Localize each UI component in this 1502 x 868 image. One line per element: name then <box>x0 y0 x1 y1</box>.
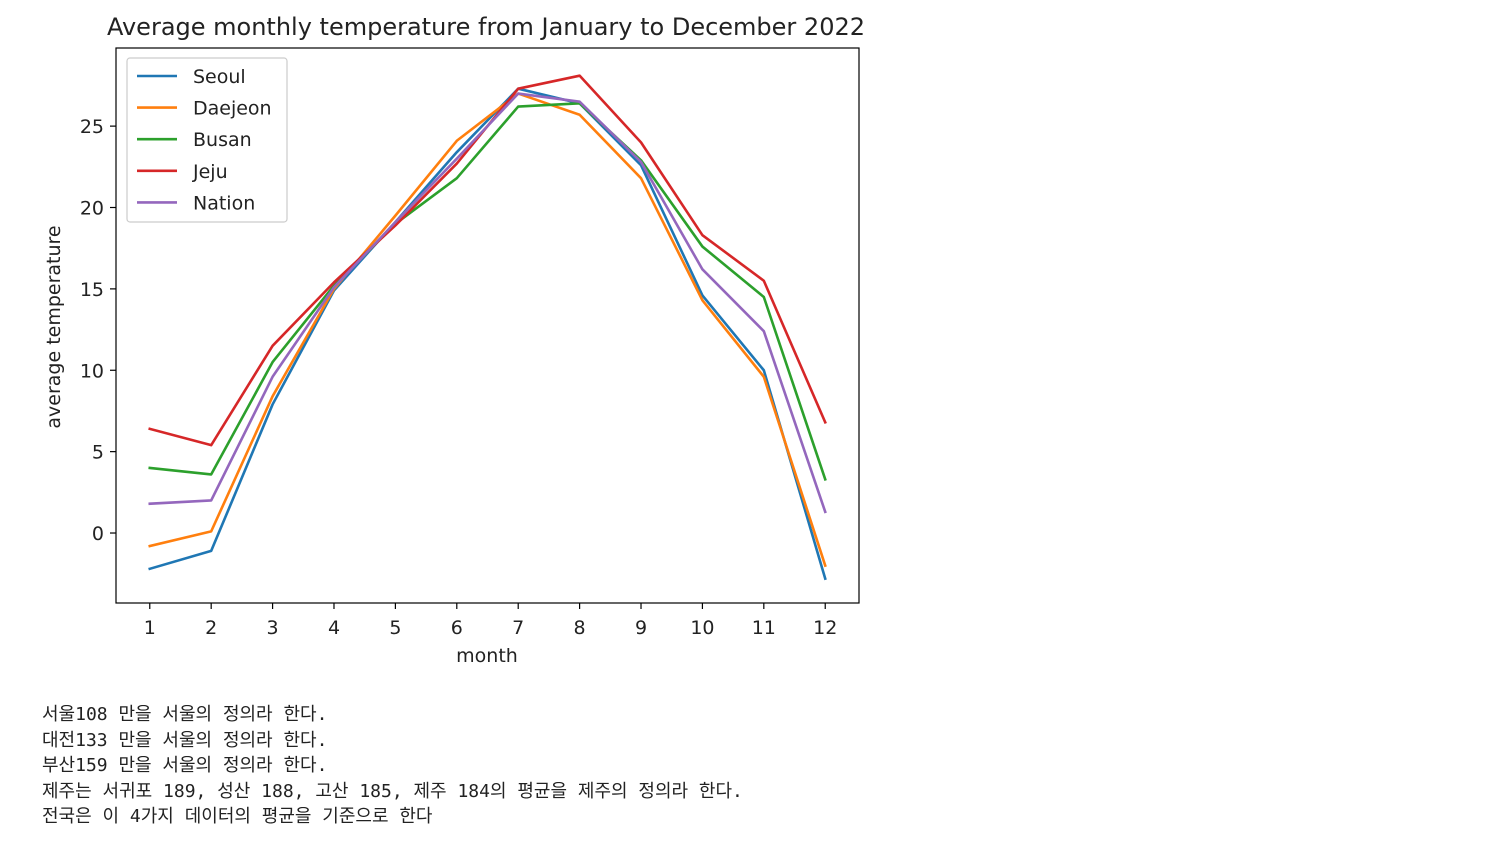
x-tick-label: 9 <box>635 617 647 639</box>
legend-label-seoul: Seoul <box>193 66 246 88</box>
y-axis: 0 5 10 15 20 25 <box>80 116 116 545</box>
legend-label-jeju: Jeju <box>192 161 228 183</box>
x-tick-label: 1 <box>144 617 156 639</box>
x-tick-label: 2 <box>205 617 217 639</box>
plot-area <box>148 74 827 581</box>
axes-frame <box>115 47 860 604</box>
series-line-daejeon <box>148 92 827 568</box>
series-line-seoul <box>148 87 827 581</box>
x-axis: 1 2 3 4 5 6 7 8 9 10 11 12 <box>144 603 837 639</box>
y-axis-label: average temperature <box>43 225 65 428</box>
note-line: 대전133 만을 서울의 정의라 한다. <box>42 729 328 751</box>
y-tick-label: 25 <box>80 116 104 138</box>
x-tick-label: 3 <box>267 617 279 639</box>
note-line: 전국은 이 4가지 데이터의 평균을 기준으로 한다 <box>42 806 433 827</box>
x-tick-label: 8 <box>574 617 586 639</box>
notes-list: 서울108 만을 서울의 정의라 한다. 대전133 만을 서울의 정의라 한다… <box>42 702 743 830</box>
legend: Seoul Daejeon Busan Jeju Nation <box>126 57 288 223</box>
note-line: 서울108 만을 서울의 정의라 한다. <box>42 704 328 725</box>
legend-label-nation: Nation <box>193 192 255 214</box>
x-tick-label: 12 <box>813 617 837 639</box>
x-tick-label: 7 <box>512 617 524 639</box>
y-tick-label: 10 <box>80 360 104 382</box>
x-tick-label: 5 <box>389 617 401 639</box>
legend-box <box>126 57 288 223</box>
y-tick-label: 20 <box>80 198 104 220</box>
x-tick-label: 4 <box>328 617 340 639</box>
series-line-busan <box>148 102 827 481</box>
x-tick-label: 11 <box>752 617 776 639</box>
y-tick-label: 5 <box>92 442 104 464</box>
chart-title: Average monthly temperature from January… <box>107 13 865 41</box>
note-line: 부산159 만을 서울의 정의라 한다. <box>42 755 328 776</box>
x-axis-label: month <box>456 645 518 667</box>
y-tick-label: 0 <box>92 523 104 545</box>
legend-label-daejeon: Daejeon <box>193 98 272 120</box>
x-tick-label: 10 <box>690 617 714 639</box>
series-line-nation <box>148 92 827 514</box>
y-tick-label: 15 <box>80 279 104 301</box>
line-chart: Average monthly temperature from January… <box>43 13 865 667</box>
x-tick-label: 6 <box>451 617 463 639</box>
legend-label-busan: Busan <box>193 129 252 151</box>
note-line: 제주는 서귀포 189, 성산 188, 고산 185, 제주 184의 평균을… <box>42 780 743 802</box>
